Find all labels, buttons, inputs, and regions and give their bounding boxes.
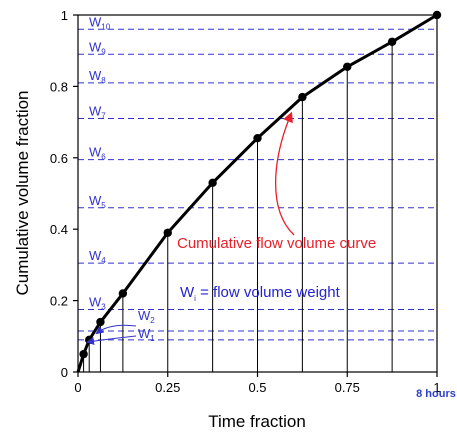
weight-label-3: W3 [89,295,106,312]
weight-annotation-sub: i [194,294,196,303]
curve-annotation: Cumulative flow volume curve [177,235,376,252]
curve-annotation-arrow [274,111,295,236]
data-point-1 [79,349,88,359]
x-tick-label-2: 0.5 [248,380,266,395]
data-point-10 [387,37,397,46]
y-tick-label-3: 0.6 [50,151,68,166]
data-point-2 [85,335,94,345]
weight-label-10: W10 [89,14,111,31]
weight-label-6: W6 [89,145,106,162]
weight-annotation-base: W [180,284,195,301]
x-axis-title: Time fraction [208,412,306,431]
weight-label-7: W7 [89,104,106,121]
axis-ticks: 0 0.25 0.5 0.75 1 0 0.2 0.4 0.6 0.8 1 [50,8,441,395]
data-point-4 [118,289,128,298]
w2-arrow [95,324,137,335]
data-point-5 [163,228,172,237]
x-tick-label-1: 0.25 [155,380,180,395]
x-tick-label-3: 0.75 [335,380,360,395]
weight-annotation-rest: = flow volume weight [196,284,341,301]
w1-arrow [86,335,137,346]
weight-label-4: W4 [89,248,106,265]
data-point-6 [208,178,217,187]
y-tick-label-5: 1 [61,8,68,23]
x-end-note: 8 hours [416,388,456,400]
x-tick-label-4: 1 [433,380,440,395]
weight-label-1: W1 [138,326,155,343]
y-tick-label-2: 0.4 [50,222,68,237]
y-tick-label-4: 0.8 [50,79,68,94]
weight-label-2: W2 [138,308,155,325]
data-point-7 [253,133,262,143]
y-tick-label-0: 0 [61,365,68,380]
y-tick-label-1: 0.2 [50,294,68,309]
data-point-9 [343,62,352,71]
data-series [76,10,442,373]
weight-label-9: W9 [89,39,106,56]
weight-annotation: Wi = flow volume weight [180,284,341,303]
data-point-3 [96,317,105,327]
data-point-8 [298,92,307,102]
data-point-11 [432,10,442,20]
vertical-lines [83,41,393,372]
x-tick-label-0: 0 [74,380,81,395]
weight-label-5: W5 [89,193,106,210]
y-axis-title: Cumulative volume fraction [13,90,32,295]
weight-label-8: W8 [89,68,106,85]
